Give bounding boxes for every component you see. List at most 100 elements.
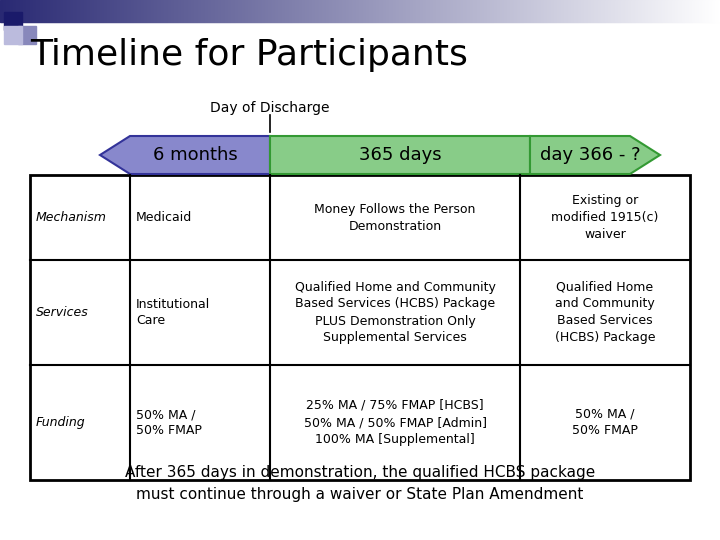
Bar — [75, 0, 76, 22]
Bar — [201, 0, 202, 22]
Bar — [445, 0, 446, 22]
Bar — [79, 0, 80, 22]
Bar — [156, 0, 157, 22]
Bar — [643, 0, 644, 22]
Bar — [579, 0, 580, 22]
Bar — [488, 0, 489, 22]
Bar — [188, 0, 189, 22]
Bar — [331, 0, 332, 22]
Bar — [300, 0, 301, 22]
Bar — [264, 0, 265, 22]
Bar — [592, 0, 593, 22]
Bar — [409, 0, 410, 22]
Text: Qualified Home
and Community
Based Services
(HCBS) Package: Qualified Home and Community Based Servi… — [554, 280, 655, 345]
Bar — [647, 0, 648, 22]
Bar — [392, 0, 393, 22]
Bar — [696, 0, 697, 22]
Bar — [84, 0, 85, 22]
Bar — [567, 0, 568, 22]
Bar — [505, 0, 506, 22]
Bar — [92, 0, 93, 22]
Bar — [66, 0, 67, 22]
Bar — [83, 0, 84, 22]
Bar — [223, 0, 224, 22]
Bar — [96, 0, 97, 22]
Bar — [287, 0, 288, 22]
Bar — [641, 0, 642, 22]
Bar — [150, 0, 151, 22]
Bar — [406, 0, 407, 22]
Bar — [342, 0, 343, 22]
Bar — [639, 0, 640, 22]
Bar — [297, 0, 298, 22]
Bar — [559, 0, 560, 22]
Bar — [107, 0, 108, 22]
Bar — [177, 0, 178, 22]
Bar — [154, 0, 155, 22]
Bar — [221, 0, 222, 22]
Bar — [210, 0, 211, 22]
Bar — [234, 0, 235, 22]
Bar — [463, 0, 464, 22]
Bar — [375, 0, 376, 22]
Text: Timeline for Participants: Timeline for Participants — [30, 38, 468, 72]
Bar — [417, 0, 418, 22]
Bar — [337, 0, 338, 22]
Bar — [261, 0, 262, 22]
Bar — [527, 0, 528, 22]
Bar — [283, 0, 284, 22]
Bar — [491, 0, 492, 22]
Bar — [280, 0, 281, 22]
Bar — [464, 0, 465, 22]
Bar — [97, 0, 98, 22]
Bar — [203, 0, 204, 22]
Text: Existing or
modified 1915(c)
waiver: Existing or modified 1915(c) waiver — [552, 194, 659, 241]
Bar — [348, 0, 349, 22]
Bar — [307, 0, 308, 22]
Bar — [575, 0, 576, 22]
Bar — [304, 0, 305, 22]
Bar — [573, 0, 574, 22]
Bar — [453, 0, 454, 22]
Bar — [326, 0, 327, 22]
Bar — [100, 0, 101, 22]
Bar — [384, 0, 385, 22]
Bar — [674, 0, 675, 22]
Bar — [330, 0, 331, 22]
Bar — [301, 0, 302, 22]
Bar — [98, 0, 99, 22]
Bar — [321, 0, 322, 22]
Bar — [207, 0, 208, 22]
Bar — [263, 0, 264, 22]
Bar — [620, 0, 621, 22]
Bar — [678, 0, 679, 22]
Bar — [190, 0, 191, 22]
Bar — [561, 0, 562, 22]
Bar — [219, 0, 220, 22]
Bar — [560, 0, 561, 22]
Bar — [681, 0, 682, 22]
Bar — [645, 0, 646, 22]
Bar — [443, 0, 444, 22]
Bar — [528, 0, 529, 22]
Text: Money Follows the Person
Demonstration: Money Follows the Person Demonstration — [315, 202, 476, 233]
Bar — [206, 0, 207, 22]
Bar — [370, 0, 371, 22]
Bar — [30, 0, 31, 22]
Bar — [582, 0, 583, 22]
Bar — [672, 0, 673, 22]
Bar — [539, 0, 540, 22]
Bar — [699, 0, 700, 22]
Bar — [51, 0, 52, 22]
Bar — [246, 0, 247, 22]
Bar — [479, 0, 480, 22]
Bar — [243, 0, 244, 22]
Text: Qualified Home and Community
Based Services (HCBS) Package
PLUS Demonstration On: Qualified Home and Community Based Servi… — [294, 280, 495, 345]
Bar — [132, 0, 133, 22]
Bar — [518, 0, 519, 22]
Bar — [294, 0, 295, 22]
Bar — [73, 0, 74, 22]
Bar — [465, 0, 466, 22]
Bar — [371, 0, 372, 22]
Bar — [451, 0, 452, 22]
